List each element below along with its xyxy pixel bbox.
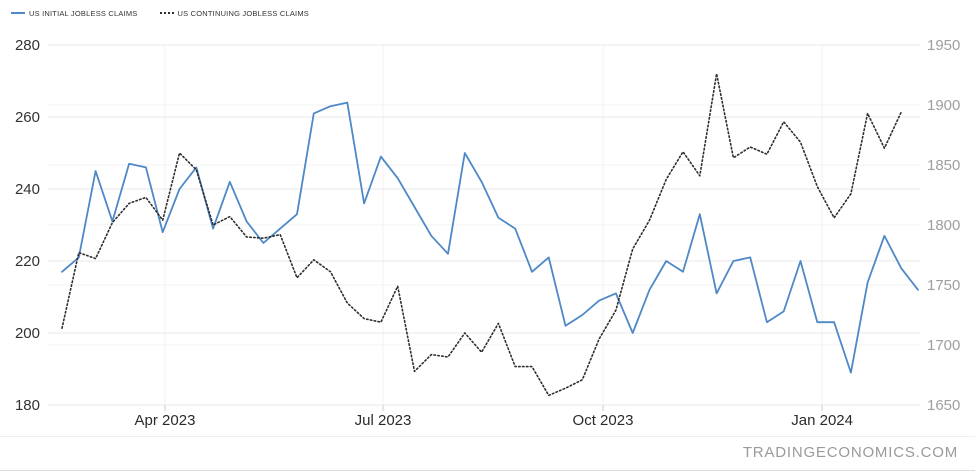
y-axis-left-tick-label: 260 (15, 109, 40, 126)
legend-item-continuing-claims[interactable]: US CONTINUING JOBLESS CLAIMS (159, 8, 309, 18)
y-axis-right-tick-label: 1750 (927, 277, 960, 294)
chart-footer-divider (0, 436, 975, 437)
y-axis-left-tick-label: 240 (15, 181, 40, 198)
y-axis-right-tick-label: 1700 (927, 337, 960, 354)
y-axis-right-tick-label: 1950 (927, 37, 960, 54)
x-axis-tick-label: Oct 2023 (573, 412, 634, 429)
y-axis-left-tick-label: 200 (15, 325, 40, 342)
y-axis-right-tick-label: 1650 (927, 397, 960, 414)
initial-claims-line (61, 101, 919, 374)
continuing-claims-line (61, 73, 903, 397)
legend-label-initial-claims: US INITIAL JOBLESS CLAIMS (29, 8, 138, 18)
page-bottom-border (0, 470, 975, 471)
y-axis-right-tick-label: 1900 (927, 97, 960, 114)
x-axis-tick-label: Apr 2023 (135, 412, 196, 429)
legend-item-initial-claims[interactable]: US INITIAL JOBLESS CLAIMS (11, 9, 138, 18)
y-axis-right-tick-label: 1850 (927, 157, 960, 174)
continuing-claims-line-swatch (159, 12, 174, 14)
y-axis-left-tick-label: 180 (15, 397, 40, 414)
x-axis-tick-label: Jan 2024 (791, 412, 853, 429)
y-axis-left-tick-label: 220 (15, 253, 40, 270)
legend: US INITIAL JOBLESS CLAIMS US CONTINUING … (11, 6, 309, 20)
y-axis-right-tick-label: 1800 (927, 217, 960, 234)
footer-brand-link[interactable]: TRADINGECONOMICS.COM (742, 444, 958, 461)
legend-label-continuing-claims: US CONTINUING JOBLESS CLAIMS (177, 8, 309, 18)
y-axis-left-tick-label: 280 (15, 37, 40, 54)
initial-claims-line-swatch (11, 12, 25, 14)
x-axis-tick-label: Jul 2023 (355, 412, 412, 429)
